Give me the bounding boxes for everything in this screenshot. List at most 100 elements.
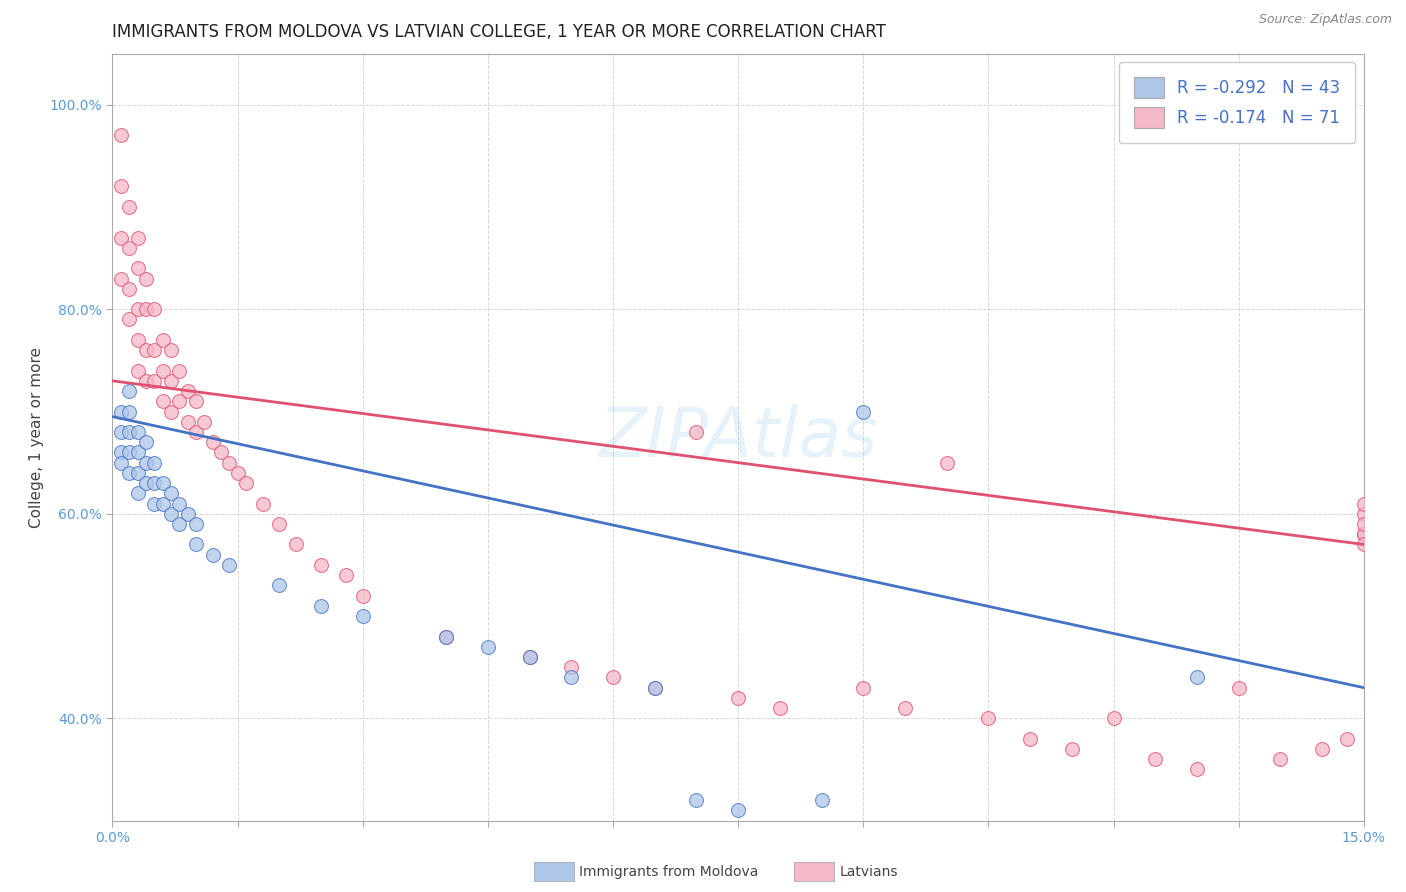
Point [352,609,374,624]
Point [118,466,141,480]
Point [143,374,166,388]
Point [127,486,149,500]
Point [184,516,207,531]
Point [127,333,149,347]
Point [1144,752,1167,766]
Point [143,302,166,317]
Point [143,456,166,470]
Point [685,425,707,439]
Point [135,343,157,358]
Point [110,425,132,439]
Point [1227,681,1250,695]
Point [894,701,917,715]
Point [143,476,166,491]
Point [209,445,232,459]
Point [1353,507,1375,521]
Point [852,681,875,695]
Point [1270,752,1292,766]
Point [152,476,174,491]
Point [810,793,832,807]
Point [118,312,141,326]
Point [135,302,157,317]
Point [127,425,149,439]
Point [644,681,666,695]
Point [477,640,499,654]
Point [769,701,792,715]
Point [118,241,141,255]
Point [269,516,291,531]
Point [226,466,249,480]
Point [309,599,332,613]
Point [118,404,141,418]
Point [118,425,141,439]
Point [167,394,190,409]
Legend: R = -0.292   N = 43, R = -0.174   N = 71: R = -0.292 N = 43, R = -0.174 N = 71 [1119,62,1355,143]
Point [160,404,183,418]
Text: Source: ZipAtlas.com: Source: ZipAtlas.com [1258,13,1392,27]
Point [201,435,224,450]
Point [160,507,183,521]
Point [1353,527,1375,541]
Point [160,374,183,388]
Point [644,681,666,695]
Point [519,650,541,665]
Point [252,497,274,511]
Point [977,711,1000,725]
Point [135,476,157,491]
Point [110,128,132,143]
Point [152,497,174,511]
Point [519,650,541,665]
Point [1353,537,1375,551]
Point [110,271,132,285]
Point [167,363,190,377]
Point [852,404,875,418]
Point [685,793,707,807]
Point [335,568,357,582]
Point [152,394,174,409]
Point [143,497,166,511]
Point [160,486,183,500]
Text: ZIPAtlas: ZIPAtlas [599,403,877,471]
Point [110,404,132,418]
Point [1060,742,1083,756]
Point [152,363,174,377]
Point [218,558,240,572]
Point [1102,711,1125,725]
Point [118,282,141,296]
Point [560,660,582,674]
Point [152,333,174,347]
Point [110,456,132,470]
Point [143,343,166,358]
Point [118,445,141,459]
Point [235,476,257,491]
Point [127,302,149,317]
Point [218,456,240,470]
Point [269,578,291,592]
Point [176,507,198,521]
Point [1353,516,1375,531]
Point [285,537,308,551]
Point [201,548,224,562]
Point [167,516,190,531]
Point [1336,731,1358,746]
Point [560,670,582,684]
Point [127,230,149,244]
Point [167,497,190,511]
Point [193,415,215,429]
Point [135,374,157,388]
Point [110,230,132,244]
Point [602,670,624,684]
Point [118,200,141,214]
Point [727,804,749,818]
Point [127,445,149,459]
Point [1310,742,1333,756]
Text: Latvians: Latvians [839,865,898,880]
Point [434,630,457,644]
Point [184,425,207,439]
Point [127,261,149,276]
Point [935,456,957,470]
Point [352,589,374,603]
Point [176,415,198,429]
Point [135,271,157,285]
Point [135,435,157,450]
